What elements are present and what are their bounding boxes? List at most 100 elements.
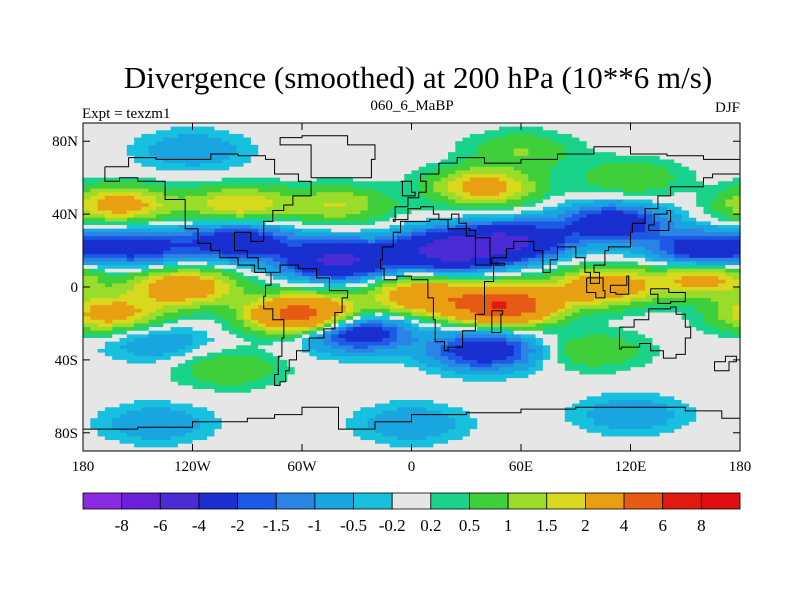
field-cell [382,181,391,186]
field-cell [703,188,712,193]
field-cell [272,305,281,310]
field-cell [83,152,91,157]
field-cell [280,250,288,255]
field-cell [652,254,661,259]
field-cell [572,308,580,314]
field-cell [484,155,493,161]
field-cell [382,232,391,237]
field-cell [119,144,128,150]
field-cell [338,272,347,277]
field-cell [645,203,653,208]
field-cell [331,276,340,281]
field-cell [732,239,741,244]
field-cell [528,287,537,292]
field-cell [207,239,215,244]
field-cell [199,225,208,230]
field-cell [688,159,697,164]
field-cell [630,130,639,135]
field-cell [535,159,544,164]
field-cell [250,290,259,295]
field-cell [506,279,515,284]
field-cell [418,170,427,175]
field-cell [250,137,259,142]
field-cell [345,144,354,150]
field-cell [345,177,354,182]
field-cell [732,265,741,270]
field-cell [667,195,675,201]
field-cell [323,195,332,201]
field-cell [564,130,573,135]
field-cell [199,272,208,277]
field-cell [156,217,164,222]
field-cell [294,192,303,197]
field-cell [134,312,142,317]
field-cell [455,243,464,248]
field-cell [163,214,172,219]
field-cell [710,301,719,306]
field-cell [528,174,537,179]
field-cell [345,221,354,226]
field-cell [323,141,332,146]
field-cell [718,246,726,252]
field-cell [601,199,610,204]
field-cell [302,254,310,259]
field-cell [557,254,566,259]
field-cell [207,301,215,306]
field-cell [148,195,157,201]
field-cell [506,301,515,306]
field-cell [104,272,113,277]
field-cell [229,170,237,175]
field-cell [338,210,347,215]
field-cell [688,152,697,157]
field-cell [97,268,106,274]
field-cell [97,283,106,288]
field-cell [404,170,413,175]
field-cell [177,261,186,266]
field-cell [243,141,252,146]
field-cell [156,235,164,241]
field-cell [302,163,310,168]
field-cell [521,155,529,161]
field-cell [586,316,595,321]
field-cell [426,123,434,128]
field-cell [207,305,215,310]
field-cell [104,126,113,131]
field-cell [375,257,383,263]
field-cell [177,214,186,219]
field-cell [316,250,325,255]
field-cell [455,181,464,186]
field-cell [440,254,449,259]
field-cell [112,228,121,233]
field-cell [272,257,281,263]
field-cell [615,181,624,186]
field-cell [718,261,726,266]
field-cell [404,239,413,244]
field-cell [323,312,332,317]
field-cell [426,155,434,161]
field-cell [506,206,515,212]
field-cell [396,184,405,190]
field-cell [623,188,632,193]
field-cell [623,217,632,222]
field-cell [732,272,741,277]
field-cell [265,210,274,215]
field-cell [163,144,172,150]
field-cell [732,232,741,237]
field-cell [462,276,471,281]
field-cell [323,126,332,131]
field-cell [229,319,237,325]
field-cell [528,152,537,157]
field-cell [426,199,434,204]
field-cell [367,217,376,222]
field-cell [104,225,113,230]
field-cell [192,159,201,164]
field-cell [199,301,208,306]
field-cell [433,159,442,164]
field-cell [243,170,252,175]
field-cell [170,287,179,292]
field-cell [389,203,398,208]
field-cell [214,130,223,135]
field-cell [623,316,632,321]
field-cell [477,261,486,266]
field-cell [229,243,237,248]
